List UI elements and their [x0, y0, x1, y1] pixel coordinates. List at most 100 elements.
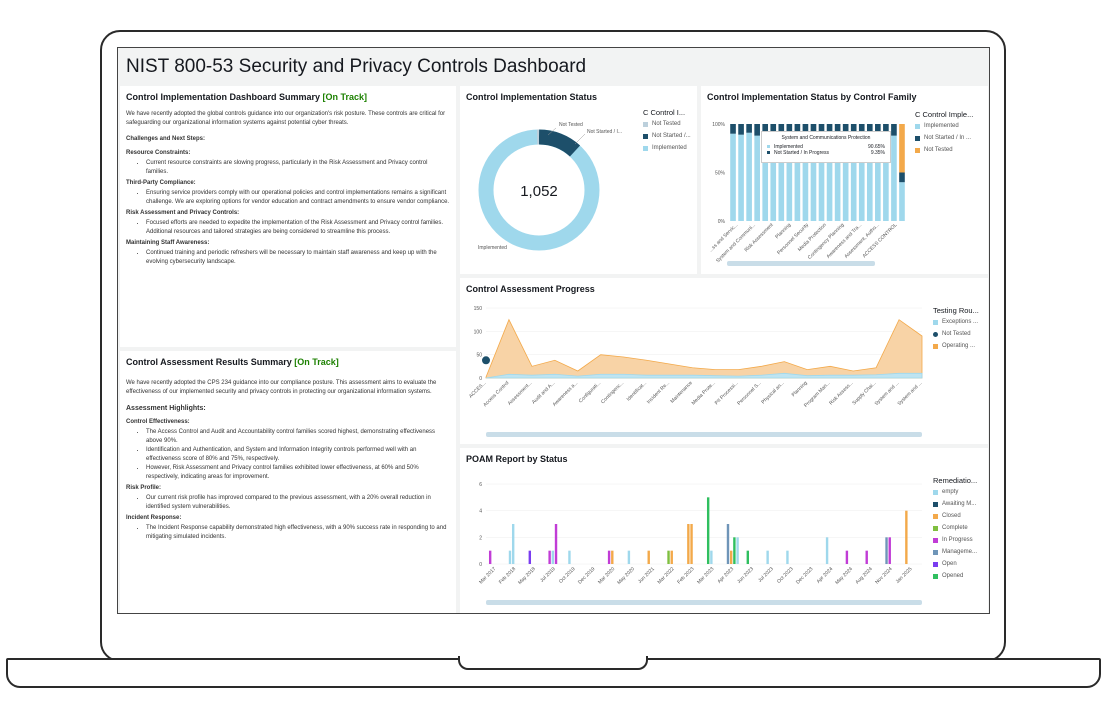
- family-bar-segment[interactable]: [770, 124, 777, 134]
- poam-bar[interactable]: [766, 550, 769, 564]
- family-bar-segment[interactable]: [730, 124, 736, 134]
- legend-item[interactable]: Opened: [933, 573, 977, 579]
- family-bar-segment[interactable]: [834, 133, 841, 221]
- family-bar-segment[interactable]: [778, 132, 785, 221]
- family-bar-segment[interactable]: [826, 135, 833, 221]
- poam-bar[interactable]: [488, 550, 492, 564]
- poam-bar[interactable]: [511, 524, 515, 564]
- family-bar-segment[interactable]: [810, 124, 817, 134]
- poam-bar[interactable]: [726, 524, 730, 564]
- poam-bar[interactable]: [888, 537, 891, 564]
- poam-bar[interactable]: [786, 550, 789, 564]
- legend-item-not-started[interactable]: Not Started / In ...: [915, 135, 973, 141]
- family-bar-segment[interactable]: [794, 134, 801, 221]
- poam-bar[interactable]: [729, 550, 733, 564]
- legend-item[interactable]: Complete: [933, 525, 977, 531]
- operating-area-series[interactable]: [485, 318, 923, 379]
- family-bar-segment[interactable]: [810, 133, 817, 221]
- family-bar-segment[interactable]: [899, 182, 905, 221]
- poam-bar[interactable]: [845, 550, 849, 564]
- family-bar-segment[interactable]: [891, 124, 897, 136]
- legend-item-not-tested[interactable]: Not Tested: [933, 331, 979, 337]
- legend-item[interactable]: Manageme...: [933, 549, 977, 555]
- family-bar-segment[interactable]: [883, 124, 889, 134]
- family-bar-segment[interactable]: [818, 132, 825, 221]
- legend-item[interactable]: In Progress: [933, 537, 977, 543]
- not-tested-point[interactable]: [482, 356, 490, 365]
- legend-item-not-started[interactable]: Not Started /...: [643, 133, 691, 139]
- family-bar-segment[interactable]: [762, 124, 769, 134]
- poam-bar[interactable]: [568, 550, 571, 564]
- family-bar-segment[interactable]: [866, 133, 873, 221]
- family-bar-segment[interactable]: [883, 133, 889, 221]
- progress-scrollbar[interactable]: [486, 432, 922, 437]
- exceptions-area-series[interactable]: [485, 372, 923, 379]
- poam-bar[interactable]: [736, 537, 739, 564]
- poam-bar[interactable]: [746, 550, 750, 564]
- poam-bar[interactable]: [905, 510, 908, 564]
- family-bar-segment[interactable]: [899, 124, 905, 173]
- legend-item-exceptions[interactable]: Exceptions ...: [933, 319, 979, 325]
- family-bar-segment[interactable]: [842, 132, 849, 221]
- donut-slice-not-started[interactable]: [538, 129, 581, 157]
- family-bar-segment[interactable]: [858, 124, 865, 135]
- family-bar-segment[interactable]: [866, 124, 873, 134]
- family-bar-segment[interactable]: [786, 124, 793, 134]
- poam-bar[interactable]: [885, 537, 888, 564]
- poam-bar[interactable]: [647, 550, 650, 564]
- family-bar-segment[interactable]: [834, 124, 841, 134]
- legend-item[interactable]: Open: [933, 561, 977, 567]
- family-bar-segment[interactable]: [754, 124, 760, 136]
- poam-bar[interactable]: [667, 550, 670, 564]
- poam-bar[interactable]: [733, 537, 736, 564]
- family-bar-segment[interactable]: [746, 124, 752, 133]
- poam-bar[interactable]: [528, 550, 532, 564]
- family-bar-segment[interactable]: [891, 135, 897, 221]
- family-bar-segment[interactable]: [850, 124, 857, 134]
- poam-bar[interactable]: [611, 550, 614, 564]
- poam-bar[interactable]: [627, 550, 631, 564]
- poam-bar[interactable]: [554, 524, 558, 564]
- poam-bar[interactable]: [706, 497, 710, 564]
- family-bar-segment[interactable]: [778, 124, 785, 133]
- family-bar-segment[interactable]: [875, 124, 881, 133]
- legend-item[interactable]: Closed: [933, 513, 977, 519]
- legend-item[interactable]: empty: [933, 489, 977, 495]
- poam-bar[interactable]: [670, 550, 673, 564]
- family-bar-segment[interactable]: [858, 134, 865, 221]
- family-bar-segment[interactable]: [802, 124, 809, 132]
- family-bar-segment[interactable]: [875, 132, 881, 221]
- family-bar-segment[interactable]: [746, 132, 752, 221]
- family-bar-segment[interactable]: [754, 135, 760, 221]
- legend-item-operating[interactable]: Operating ...: [933, 343, 979, 349]
- legend-item-not-tested[interactable]: Not Tested: [643, 121, 691, 127]
- family-bar-segment[interactable]: [850, 133, 857, 221]
- poam-bar[interactable]: [548, 550, 551, 564]
- family-scrollbar[interactable]: [727, 261, 875, 266]
- family-bar-segment[interactable]: [899, 172, 905, 183]
- poam-bar[interactable]: [607, 550, 611, 564]
- family-bar-segment[interactable]: [762, 133, 769, 221]
- family-bar-segment[interactable]: [802, 131, 809, 221]
- poam-bar[interactable]: [687, 524, 690, 564]
- family-bar-segment[interactable]: [786, 133, 793, 221]
- poam-bar[interactable]: [690, 524, 693, 564]
- legend-item-implemented[interactable]: Implemented: [915, 123, 973, 129]
- legend-item-not-tested[interactable]: Not Tested: [915, 147, 973, 153]
- family-bar-segment[interactable]: [770, 133, 777, 221]
- poam-bar[interactable]: [825, 537, 829, 564]
- family-bar-segment[interactable]: [818, 124, 825, 133]
- family-bar-segment[interactable]: [730, 133, 736, 221]
- poam-bar[interactable]: [508, 550, 512, 564]
- poam-bar[interactable]: [865, 550, 868, 564]
- family-bar-segment[interactable]: [794, 124, 801, 135]
- poam-scrollbar[interactable]: [486, 600, 922, 605]
- poam-bar[interactable]: [710, 550, 713, 564]
- legend-item-implemented[interactable]: Implemented: [643, 145, 691, 151]
- family-bar-segment[interactable]: [842, 124, 849, 133]
- family-bar-segment[interactable]: [738, 124, 744, 135]
- poam-bar[interactable]: [551, 550, 555, 564]
- family-bar-segment[interactable]: [738, 134, 744, 221]
- family-bar-segment[interactable]: [826, 124, 833, 136]
- legend-item[interactable]: Awaiting M...: [933, 501, 977, 507]
